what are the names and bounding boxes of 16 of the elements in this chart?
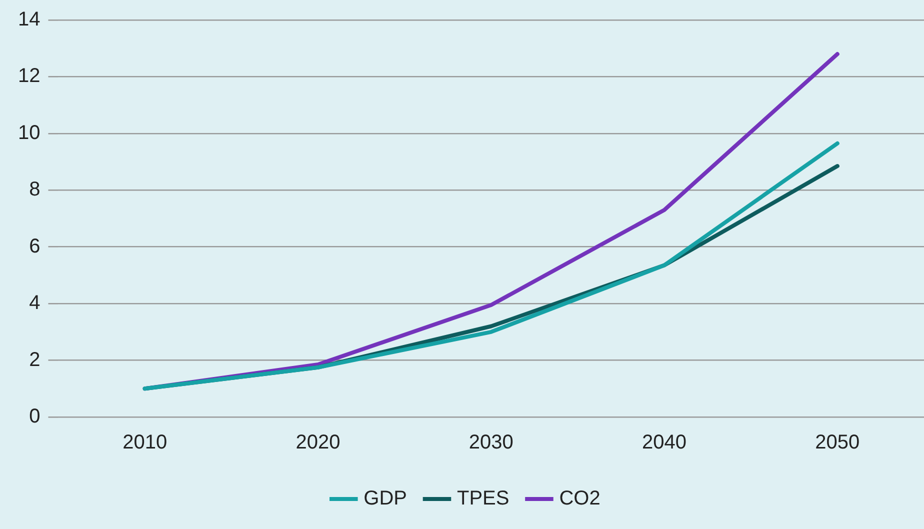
x-tick-label: 2040 [642,432,687,454]
y-tick-label: 14 [18,8,40,31]
y-tick-label: 0 [29,406,40,428]
y-tick-label: 4 [29,292,40,314]
legend-label: TPES [456,488,510,510]
y-tick-label: 10 [18,122,40,144]
y-tick-label: 6 [29,235,40,258]
y-tick-label: 8 [29,178,40,201]
x-tick-label: 2010 [122,432,168,454]
legend-label: CO2 [559,488,600,510]
y-tick-label: 2 [29,348,40,371]
x-tick-label: 2020 [296,432,340,454]
x-tick-label: 2030 [468,432,514,454]
legend-label: GDP [364,488,407,510]
y-tick-label: 12 [18,65,40,88]
x-tick-label: 2050 [815,432,860,454]
